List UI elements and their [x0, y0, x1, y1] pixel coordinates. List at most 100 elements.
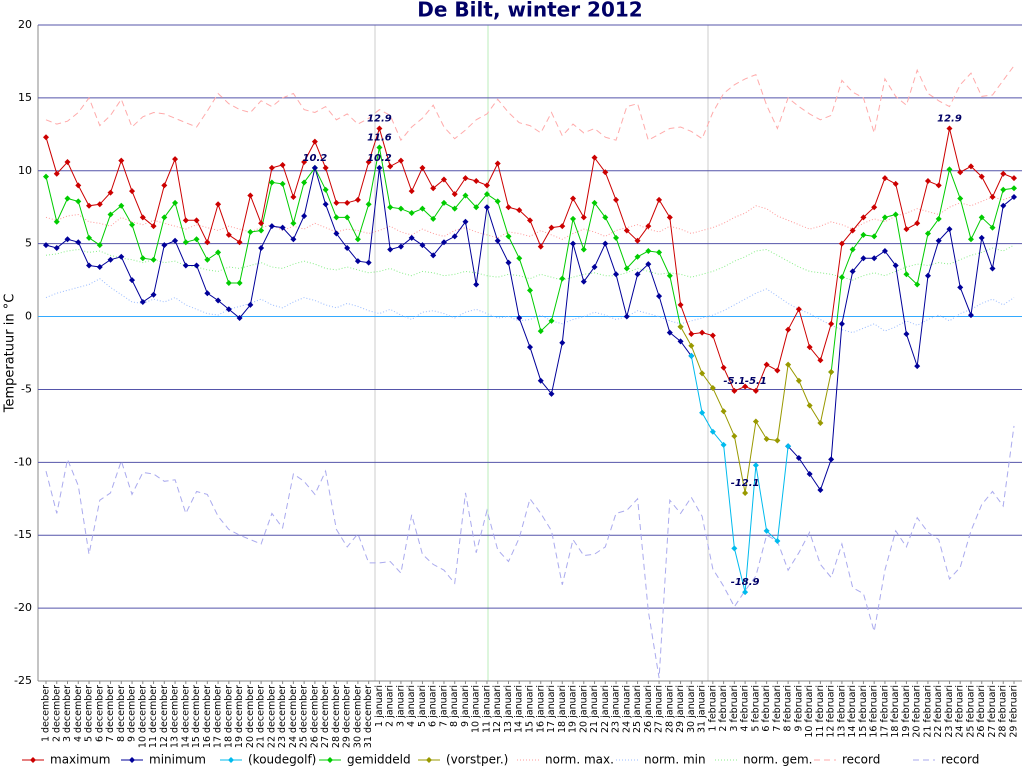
data-point: [301, 179, 308, 186]
data-point: [1000, 202, 1007, 209]
x-tick-label: 21 januari: [589, 685, 600, 733]
data-point: [559, 275, 566, 282]
legend-marker: [228, 757, 234, 763]
y-axis-label: Temperatuur in °C: [3, 294, 18, 414]
data-point: [150, 223, 157, 230]
x-tick-label: 30 december: [352, 685, 363, 748]
x-tick-label: 1 december: [41, 685, 52, 742]
data-point: [957, 169, 964, 176]
data-point: [752, 418, 759, 425]
x-tick-label: 12 februari: [826, 685, 837, 738]
series-line: [690, 355, 789, 593]
data-point: [322, 164, 329, 171]
data-point: [387, 163, 394, 170]
series-line: [45, 195, 1015, 240]
data-point: [613, 271, 620, 278]
data-point: [785, 326, 792, 333]
x-tick-label: 20 februari: [912, 685, 923, 738]
x-tick-label: 28 december: [331, 685, 342, 748]
x-tick-label: 27 februari: [987, 685, 998, 738]
x-tick-label: 14 december: [180, 685, 191, 748]
x-tick-label: 20 januari: [578, 685, 589, 733]
data-point: [699, 370, 706, 377]
data-point: [656, 293, 663, 300]
x-tick-label: 6 januari: [428, 685, 439, 727]
data-point: [462, 192, 469, 199]
x-tick-label: 17 januari: [546, 685, 557, 733]
data-point: [914, 363, 921, 370]
data-point: [602, 169, 609, 176]
data-point: [182, 262, 189, 269]
x-tick-label: 21 december: [256, 685, 267, 748]
data-point: [559, 223, 566, 230]
data-point: [118, 253, 125, 260]
data-point: [602, 240, 609, 247]
data-point: [828, 456, 835, 463]
data-point: [451, 233, 458, 240]
data-point: [838, 240, 845, 247]
data-point: [494, 237, 501, 244]
data-point: [290, 194, 297, 201]
data-point: [666, 214, 673, 221]
data-point: [172, 237, 179, 244]
x-tick-label: 22 december: [266, 685, 277, 748]
data-point: [935, 237, 942, 244]
data-point: [247, 301, 254, 308]
data-point: [903, 271, 910, 278]
y-tick-label: 15: [18, 91, 32, 104]
x-tick-label: 31 december: [363, 685, 374, 748]
data-point: [623, 313, 630, 320]
data-point: [892, 262, 899, 269]
x-tick-label: 27 januari: [654, 685, 665, 733]
data-point: [699, 409, 706, 416]
x-tick-label: 24 februari: [955, 685, 966, 738]
data-point: [139, 214, 146, 221]
data-label: 11.6: [367, 132, 392, 143]
x-tick-label: 7 januari: [438, 685, 449, 727]
data-point: [161, 214, 168, 221]
series-line: [45, 147, 1015, 373]
x-tick-label: 16 december: [202, 685, 213, 748]
x-tick-label: 3 februari: [729, 685, 740, 732]
data-point: [946, 166, 953, 173]
data-point: [215, 201, 222, 208]
data-point: [430, 215, 437, 222]
y-tick-label: 5: [25, 237, 32, 250]
data-point: [365, 259, 372, 266]
data-point: [75, 198, 82, 205]
legend-label: minimum: [149, 753, 206, 767]
data-point: [150, 291, 157, 298]
data-point: [258, 245, 265, 252]
data-point: [1011, 194, 1017, 201]
data-point: [182, 239, 189, 246]
data-point: [215, 297, 222, 304]
data-point: [838, 274, 845, 281]
data-point: [516, 255, 523, 262]
data-point: [742, 489, 749, 496]
x-tick-label: 28 februari: [998, 685, 1009, 738]
data-point: [204, 256, 211, 263]
x-tick-label: 10 december: [137, 685, 148, 748]
data-label: -12.1: [731, 478, 760, 489]
data-point: [935, 182, 942, 189]
x-tick-label: 14 januari: [514, 685, 525, 733]
data-point: [43, 173, 49, 180]
legend-label: record: [941, 753, 979, 767]
data-point: [505, 204, 512, 211]
legend-marker: [426, 757, 432, 763]
data-point: [752, 387, 759, 394]
data-point: [763, 436, 770, 443]
data-point: [860, 255, 867, 262]
data-point: [656, 249, 663, 256]
data-point: [451, 205, 458, 212]
data-point: [817, 419, 824, 426]
data-point: [75, 239, 82, 246]
data-point: [107, 189, 114, 196]
y-tick-label: 0: [25, 310, 32, 323]
data-point: [871, 204, 878, 211]
data-point: [53, 170, 60, 177]
data-point: [333, 199, 340, 206]
data-point: [419, 164, 426, 171]
data-point: [537, 328, 544, 335]
data-point: [516, 207, 523, 214]
